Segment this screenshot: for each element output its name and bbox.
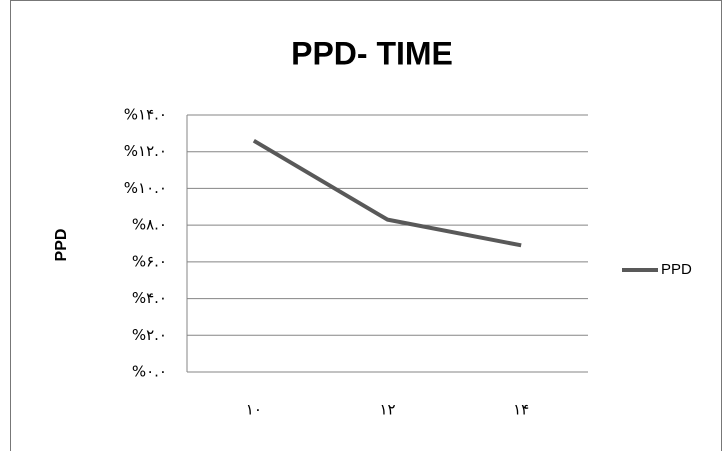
chart-frame <box>10 0 722 451</box>
y-tick-label: %۰.۰ <box>132 363 167 381</box>
x-tick-label: ۱۰ <box>246 401 262 419</box>
y-tick-label: %۶.۰ <box>132 252 167 270</box>
chart-title: PPD- TIME <box>291 35 453 71</box>
y-tick-label: %۲.۰ <box>132 326 167 344</box>
y-tick-label: %۱۴.۰ <box>124 106 167 124</box>
x-tick-label: ۱۲ <box>379 401 395 419</box>
x-tick-label: ۱۴ <box>513 401 529 419</box>
legend-label: PPD <box>661 261 692 278</box>
y-tick-label: %۱۰.۰ <box>124 179 167 197</box>
y-tick-label: %۴.۰ <box>132 289 167 307</box>
y-tick-label: %۱۲.۰ <box>124 142 167 160</box>
y-tick-label: %۸.۰ <box>132 216 167 234</box>
y-axis-label: PPD <box>53 229 70 262</box>
data-line <box>252 138 522 248</box>
